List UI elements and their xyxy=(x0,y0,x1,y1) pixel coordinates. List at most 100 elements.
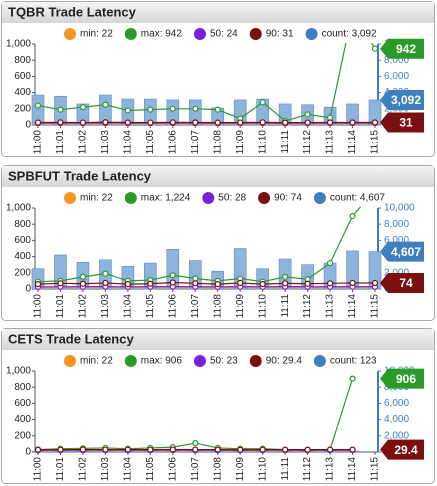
legend-label: 50: 28 xyxy=(218,193,246,204)
y-tick-label: 800 xyxy=(14,55,31,66)
legend-marker xyxy=(313,192,326,204)
y2-tick-label: 6,000 xyxy=(384,71,409,82)
x-tick-label: 11:10 xyxy=(257,130,268,155)
point xyxy=(102,119,109,126)
point xyxy=(34,446,42,453)
legend-marker xyxy=(305,28,318,40)
x-tick-label: 11:07 xyxy=(190,457,201,482)
y-tick-label: 600 xyxy=(14,398,31,409)
y2-tick-label: 2,000 xyxy=(384,430,409,441)
legend-marker xyxy=(193,28,206,40)
x-tick-label: 11:09 xyxy=(235,130,246,155)
point xyxy=(214,281,221,288)
point xyxy=(57,280,64,287)
point xyxy=(57,119,64,126)
point xyxy=(124,281,131,288)
point xyxy=(192,446,199,453)
point xyxy=(124,107,131,114)
y2-tick-label: 8,000 xyxy=(384,55,409,66)
point xyxy=(169,272,176,279)
x-tick-label: 11:09 xyxy=(235,457,246,482)
callout-flag xyxy=(380,241,424,262)
point xyxy=(192,105,199,112)
series-line xyxy=(37,43,376,122)
point xyxy=(79,280,87,287)
y2-tick-label: 6,000 xyxy=(384,398,409,409)
callout-flag xyxy=(380,439,424,460)
point xyxy=(214,106,221,113)
callout-label: 3,092 xyxy=(391,93,421,107)
legend-label: max: 942 xyxy=(141,29,183,40)
point xyxy=(147,119,154,126)
x-tick-label: 11:14 xyxy=(347,457,358,482)
point xyxy=(349,279,356,287)
legend-marker xyxy=(64,355,76,367)
callout-label: 31 xyxy=(399,116,413,130)
legend-label: count: 123 xyxy=(330,356,377,367)
panel-header xyxy=(2,166,434,187)
callout-flag xyxy=(380,273,424,294)
point xyxy=(259,119,266,126)
point xyxy=(124,119,131,126)
x-tick-label: 11:14 xyxy=(347,130,358,155)
panel-title: CETS Trade Latency xyxy=(8,331,134,346)
y-tick-label: 800 xyxy=(14,382,31,393)
x-tick-label: 11:06 xyxy=(167,130,178,155)
y-tick-label: 1,000 xyxy=(6,203,31,214)
point xyxy=(349,119,356,126)
point xyxy=(282,273,289,280)
callout-flag xyxy=(380,368,424,389)
x-tick-label: 11:08 xyxy=(212,294,223,319)
x-tick-label: 11:05 xyxy=(145,457,156,482)
x-tick-label: 11:13 xyxy=(325,130,336,155)
point xyxy=(282,446,289,453)
point xyxy=(147,280,154,287)
legend-marker xyxy=(249,28,262,40)
x-tick-label: 11:12 xyxy=(302,457,313,482)
y-tick-label: 200 xyxy=(14,267,31,278)
x-tick-label: 11:10 xyxy=(257,294,268,319)
point xyxy=(304,119,311,126)
y-tick-label: 200 xyxy=(14,430,31,441)
point xyxy=(34,281,42,288)
y2-tick-label: 10,000 xyxy=(384,203,415,214)
legend-label: 90: 74 xyxy=(274,193,302,204)
point xyxy=(102,101,109,108)
legend-marker xyxy=(313,355,326,367)
x-tick-label: 11:03 xyxy=(100,130,111,155)
point xyxy=(169,279,176,286)
point xyxy=(169,446,176,453)
legend-label: 50: 23 xyxy=(210,356,238,367)
callout-label: 74 xyxy=(399,276,413,290)
point xyxy=(237,119,244,126)
x-tick-label: 11:02 xyxy=(78,130,89,155)
x-tick-label: 11:05 xyxy=(145,130,156,155)
point xyxy=(214,119,221,126)
y-tick-label: 600 xyxy=(14,71,31,82)
point xyxy=(304,446,311,453)
point xyxy=(237,279,244,287)
callout-flag xyxy=(380,38,424,59)
x-tick-label: 11:08 xyxy=(212,457,223,482)
legend-label: count: 4,607 xyxy=(330,193,385,204)
y-tick-label: 800 xyxy=(14,219,31,230)
series-line xyxy=(37,207,362,283)
panel: TQBR Trade Latency min: 22 max: 942 50: 24 9… xyxy=(1,1,435,157)
legend-marker xyxy=(193,355,206,367)
legend-label: min: 22 xyxy=(80,356,113,367)
x-tick-label: 11:12 xyxy=(302,294,313,319)
point xyxy=(57,106,64,113)
point xyxy=(102,270,109,277)
point xyxy=(147,446,154,453)
x-tick-label: 11:12 xyxy=(302,130,313,155)
x-tick-label: 11:14 xyxy=(347,294,358,319)
x-tick-label: 11:11 xyxy=(280,457,291,481)
x-tick-label: 11:15 xyxy=(370,457,381,482)
y-tick-label: 0 xyxy=(25,284,31,295)
x-tick-label: 11:03 xyxy=(100,294,111,319)
x-tick-label: 11:15 xyxy=(370,130,381,155)
x-tick-label: 11:13 xyxy=(325,294,336,319)
point xyxy=(124,446,131,453)
x-tick-label: 11:09 xyxy=(235,294,246,319)
point xyxy=(79,119,87,126)
